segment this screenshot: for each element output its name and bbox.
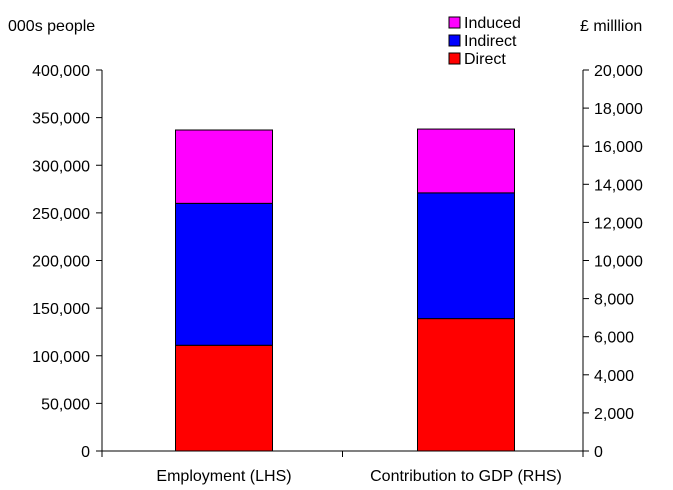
right-tick-label: 18,000 [594,101,643,118]
right-tick-label: 14,000 [594,177,643,194]
right-tick-label: 12,000 [594,215,643,232]
right-tick-label: 0 [594,444,603,461]
right-tick-label: 6,000 [594,330,634,347]
left-tick-label: 0 [81,444,90,461]
right-tick-label: 10,000 [594,254,643,271]
right-tick-label: 16,000 [594,139,643,156]
bar-indirect-2 [417,192,515,320]
right-tick-label: 8,000 [594,292,634,309]
right-axis: 0 2,000 4,000 6,000 8,000 10,000 12,000 14,000 1… [582,63,643,461]
left-tick-label: 300,000 [32,158,90,175]
right-tick-label: 4,000 [594,368,634,385]
legend-label-indirect: Indirect [464,33,517,50]
category-label-2: Contribution to GDP (RHS) [370,468,562,485]
legend-swatch-direct [448,52,461,65]
left-tick-label: 150,000 [32,301,90,318]
bar-direct-1 [175,344,273,452]
left-tick-label: 100,000 [32,349,90,366]
bar-indirect-1 [175,202,273,346]
left-axis-unit-label: 000s people [8,18,95,35]
bar-induced-2 [417,128,515,194]
left-tick-label: 200,000 [32,254,90,271]
left-tick-label: 350,000 [32,111,90,128]
right-tick-label: 20,000 [594,63,643,80]
bar-direct-2 [417,318,515,452]
category-label-1: Employment (LHS) [156,468,291,485]
legend-label-induced: Induced [464,15,521,32]
right-tick-label: 2,000 [594,406,634,423]
left-tick-label: 250,000 [32,206,90,223]
left-tick-label: 400,000 [32,63,90,80]
legend-swatch-induced [448,16,461,29]
legend-swatch-indirect [448,34,461,47]
left-tick-label: 50,000 [41,396,90,413]
bars-group [175,128,515,452]
right-axis-unit-label: £ milllion [580,18,642,35]
x-axis: Employment (LHS) Contribution to GDP (RHS… [101,450,584,485]
left-axis: 0 50,000 100,000 150,000 200,000 250,000 300,0… [32,63,103,461]
legend-label-direct: Direct [464,51,506,68]
bar-induced-1 [175,129,273,204]
